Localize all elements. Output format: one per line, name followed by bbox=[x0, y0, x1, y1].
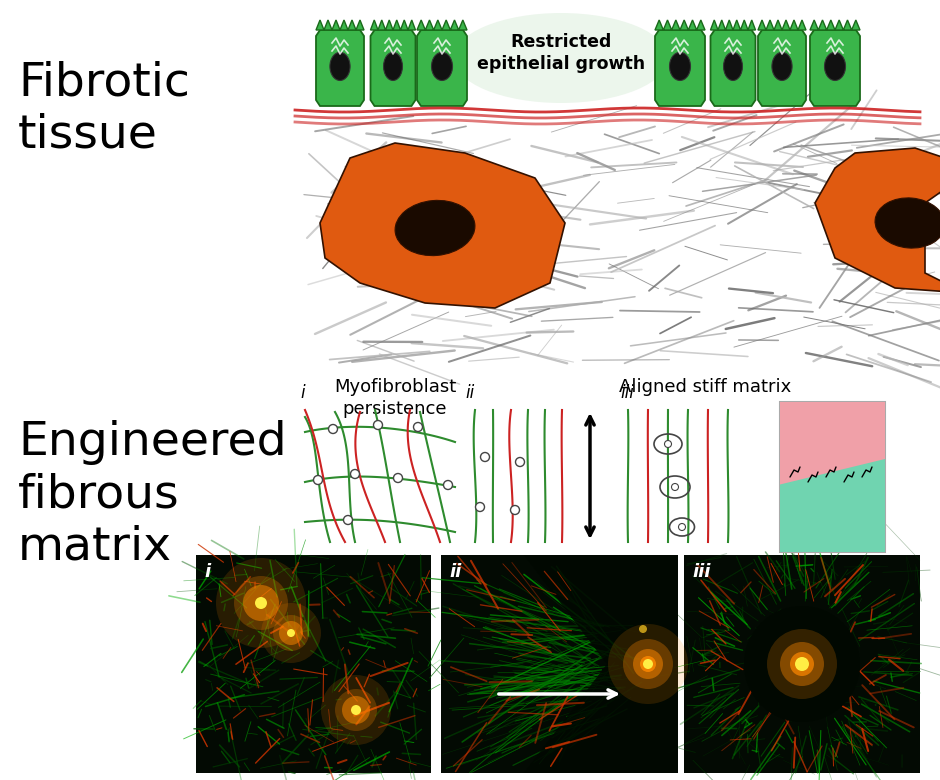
Ellipse shape bbox=[780, 642, 824, 686]
Circle shape bbox=[328, 424, 337, 434]
Polygon shape bbox=[758, 20, 806, 30]
Bar bbox=[295, 8, 920, 370]
Ellipse shape bbox=[643, 659, 653, 669]
Circle shape bbox=[373, 420, 383, 430]
Circle shape bbox=[744, 606, 860, 722]
Polygon shape bbox=[316, 30, 364, 106]
Circle shape bbox=[414, 423, 422, 431]
Ellipse shape bbox=[243, 585, 279, 621]
Circle shape bbox=[394, 473, 402, 483]
Circle shape bbox=[665, 441, 671, 448]
Ellipse shape bbox=[767, 629, 837, 699]
Ellipse shape bbox=[640, 656, 656, 672]
Text: Restricted
epithelial growth: Restricted epithelial growth bbox=[477, 33, 645, 73]
Ellipse shape bbox=[623, 639, 673, 689]
Ellipse shape bbox=[795, 657, 809, 671]
Polygon shape bbox=[711, 30, 756, 106]
Ellipse shape bbox=[351, 705, 361, 715]
Polygon shape bbox=[524, 555, 678, 773]
Ellipse shape bbox=[395, 200, 475, 256]
Circle shape bbox=[480, 452, 490, 462]
Text: Myofibroblast
persistence: Myofibroblast persistence bbox=[334, 378, 456, 418]
Text: ii: ii bbox=[449, 563, 462, 581]
Polygon shape bbox=[810, 20, 860, 30]
Ellipse shape bbox=[875, 198, 940, 248]
Circle shape bbox=[444, 480, 452, 490]
Ellipse shape bbox=[342, 696, 370, 724]
Polygon shape bbox=[417, 20, 467, 30]
Polygon shape bbox=[370, 20, 415, 30]
Circle shape bbox=[476, 502, 484, 512]
Ellipse shape bbox=[454, 13, 668, 103]
Circle shape bbox=[510, 505, 520, 515]
Polygon shape bbox=[780, 459, 885, 552]
Polygon shape bbox=[417, 30, 467, 106]
Ellipse shape bbox=[335, 689, 377, 731]
Polygon shape bbox=[320, 143, 565, 308]
Ellipse shape bbox=[216, 558, 306, 648]
Ellipse shape bbox=[790, 652, 814, 676]
Polygon shape bbox=[711, 20, 756, 30]
Circle shape bbox=[515, 458, 525, 466]
Text: iii: iii bbox=[620, 384, 634, 402]
Ellipse shape bbox=[255, 597, 267, 609]
Polygon shape bbox=[780, 402, 885, 495]
Polygon shape bbox=[815, 148, 940, 293]
Bar bbox=[196, 555, 431, 773]
Text: iii: iii bbox=[692, 563, 711, 581]
Ellipse shape bbox=[824, 52, 845, 80]
Ellipse shape bbox=[639, 625, 647, 633]
Text: Fibrotic
tissue: Fibrotic tissue bbox=[18, 60, 190, 157]
Circle shape bbox=[343, 516, 352, 524]
Ellipse shape bbox=[669, 52, 691, 80]
Ellipse shape bbox=[633, 649, 663, 679]
Polygon shape bbox=[810, 30, 860, 106]
Ellipse shape bbox=[261, 603, 321, 663]
Polygon shape bbox=[655, 20, 705, 30]
Polygon shape bbox=[370, 30, 415, 106]
Ellipse shape bbox=[287, 629, 295, 637]
Bar bbox=[780, 402, 885, 552]
Bar bbox=[441, 555, 678, 773]
Ellipse shape bbox=[279, 621, 303, 645]
Circle shape bbox=[671, 484, 679, 491]
Text: Engineered
fibrous
matrix: Engineered fibrous matrix bbox=[18, 420, 287, 569]
Circle shape bbox=[314, 476, 322, 484]
Ellipse shape bbox=[384, 52, 402, 80]
Polygon shape bbox=[316, 20, 364, 30]
Ellipse shape bbox=[724, 52, 743, 80]
Text: i: i bbox=[300, 384, 305, 402]
Text: ii: ii bbox=[465, 384, 475, 402]
Text: Aligned stiff matrix: Aligned stiff matrix bbox=[619, 378, 791, 396]
Text: i: i bbox=[204, 563, 211, 581]
Ellipse shape bbox=[330, 52, 350, 80]
Bar bbox=[684, 555, 920, 773]
Ellipse shape bbox=[234, 576, 288, 630]
Ellipse shape bbox=[608, 624, 688, 704]
Polygon shape bbox=[758, 30, 806, 106]
Ellipse shape bbox=[431, 52, 452, 80]
Polygon shape bbox=[655, 30, 705, 106]
Ellipse shape bbox=[273, 615, 309, 651]
Circle shape bbox=[351, 470, 359, 478]
Circle shape bbox=[679, 523, 685, 530]
Ellipse shape bbox=[772, 52, 792, 80]
Ellipse shape bbox=[321, 675, 391, 745]
